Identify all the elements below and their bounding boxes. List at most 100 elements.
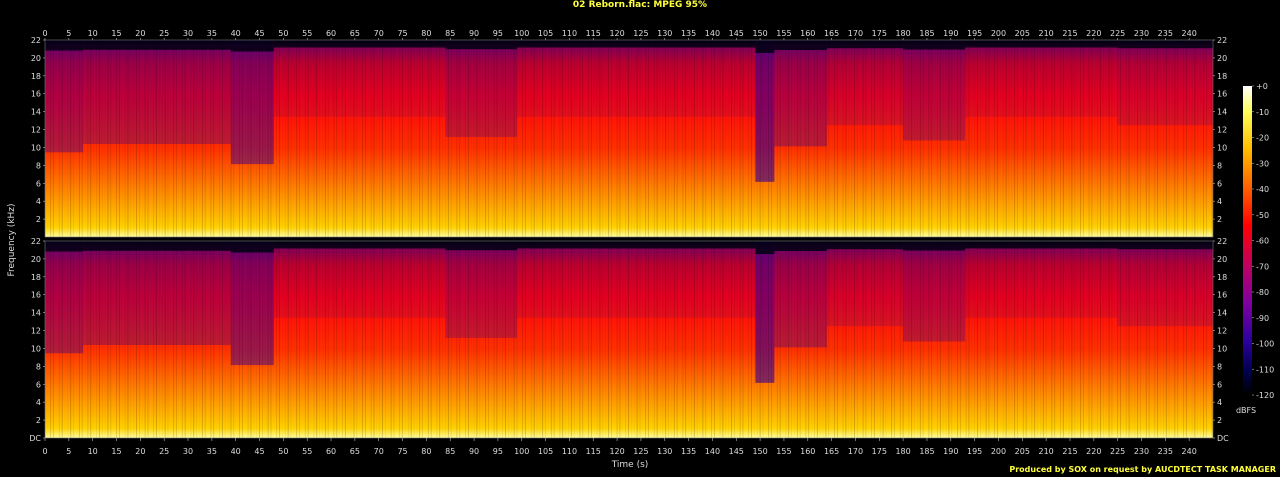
colorbar-tick-label: -20 xyxy=(1256,134,1269,143)
y-tick-label: 2 xyxy=(36,215,41,224)
chart-title: 02 Reborn.flac: MPEG 95% xyxy=(572,0,708,10)
y-tick-label: 20 xyxy=(31,54,41,63)
x-tick-label: 190 xyxy=(943,29,958,38)
x-tick-label: 225 xyxy=(1110,29,1125,38)
x-tick-label: 85 xyxy=(445,447,455,456)
y-tick-label: 2 xyxy=(1217,215,1222,224)
x-tick-label: 230 xyxy=(1134,447,1149,456)
x-tick-label: 10 xyxy=(88,447,98,456)
x-tick-label: 95 xyxy=(493,447,503,456)
y-tick-label: 18 xyxy=(1217,72,1227,81)
x-tick-label: 220 xyxy=(1086,447,1101,456)
y-tick-label: 12 xyxy=(1217,126,1227,135)
x-tick-label: 195 xyxy=(967,29,982,38)
x-tick-label: 130 xyxy=(657,447,672,456)
x-tick-label: 215 xyxy=(1062,447,1077,456)
cutoff-band xyxy=(83,40,231,50)
y-tick-label: DC xyxy=(29,434,41,443)
x-tick-label: 145 xyxy=(729,447,744,456)
x-tick-label: 240 xyxy=(1182,29,1197,38)
panel-border xyxy=(44,39,1214,238)
x-tick-label: 30 xyxy=(183,447,193,456)
x-tick-label: 70 xyxy=(374,29,384,38)
x-tick-label: 65 xyxy=(350,447,360,456)
y-tick-label: 14 xyxy=(31,108,41,117)
cutoff-band xyxy=(774,241,827,251)
x-tick-label: 140 xyxy=(705,29,720,38)
x-tick-label: 80 xyxy=(421,447,431,456)
cutoff-band xyxy=(516,241,756,249)
x-tick-label: 50 xyxy=(278,29,288,38)
loudness-segment xyxy=(83,40,231,145)
panel-border xyxy=(44,240,1214,439)
y-tick-label: 2 xyxy=(36,416,41,425)
x-tick-label: 55 xyxy=(302,447,312,456)
x-tick-label: 35 xyxy=(207,447,217,456)
colorbar-tick-label: -100 xyxy=(1256,340,1274,349)
x-tick-label: 80 xyxy=(421,29,431,38)
y-tick-label: 12 xyxy=(1217,327,1227,336)
x-tick-label: 45 xyxy=(254,29,264,38)
x-tick-label: 200 xyxy=(991,29,1006,38)
cutoff-band xyxy=(45,241,84,252)
y-tick-label: 22 xyxy=(31,237,41,246)
x-tick-label: 85 xyxy=(445,29,455,38)
cutoff-band xyxy=(445,241,517,251)
y-tick-label: 18 xyxy=(1217,273,1227,282)
y-tick-label: 22 xyxy=(1217,36,1227,45)
x-tick-label: 230 xyxy=(1134,29,1149,38)
loudness-segment xyxy=(826,241,904,327)
y-tick-label: 10 xyxy=(1217,344,1227,353)
colorbar-tick-label: -50 xyxy=(1256,211,1269,220)
x-tick-label: 35 xyxy=(207,29,217,38)
colorbar-tick-label: -120 xyxy=(1256,391,1274,400)
y-tick-label: 20 xyxy=(31,255,41,264)
loudness-segment xyxy=(1117,241,1213,327)
loudness-segment xyxy=(755,40,775,182)
x-tick-label: 5 xyxy=(66,29,71,38)
x-tick-label: 185 xyxy=(919,447,934,456)
x-tick-label: 150 xyxy=(752,29,767,38)
x-tick-label: 180 xyxy=(895,447,910,456)
cutoff-band xyxy=(445,40,517,50)
y-tick-label: 10 xyxy=(31,344,41,353)
y-tick-label: 4 xyxy=(36,398,41,407)
y-tick-label: 18 xyxy=(31,72,41,81)
cutoff-band xyxy=(45,40,84,51)
x-tick-label: 120 xyxy=(609,447,624,456)
colorbar-tick-label: -30 xyxy=(1256,159,1269,168)
x-tick-label: 115 xyxy=(586,29,601,38)
x-tick-label: 190 xyxy=(943,447,958,456)
loudness-segment xyxy=(273,241,446,318)
x-tick-label: 210 xyxy=(1039,447,1054,456)
y-tick-label: 22 xyxy=(1217,237,1227,246)
y-tick-label: 22 xyxy=(31,36,41,45)
x-tick-label: 220 xyxy=(1086,29,1101,38)
x-tick-label: 110 xyxy=(562,29,577,38)
loudness-segment xyxy=(516,241,756,318)
x-tick-label: 210 xyxy=(1039,29,1054,38)
loudness-segment xyxy=(516,40,756,117)
loudness-segment xyxy=(1117,40,1213,126)
x-axis-label: Time (s) xyxy=(611,460,649,470)
y-tick-label: 6 xyxy=(1217,179,1222,188)
loudness-segment xyxy=(445,241,517,338)
cutoff-band xyxy=(1117,40,1213,49)
y-tick-label: 16 xyxy=(31,291,41,300)
x-tick-label: 40 xyxy=(231,29,241,38)
loudness-segment xyxy=(965,241,1118,318)
x-tick-label: 20 xyxy=(135,29,145,38)
x-tick-label: 40 xyxy=(231,447,241,456)
x-tick-label: 5 xyxy=(66,447,71,456)
cutoff-band xyxy=(774,40,827,50)
cutoff-band xyxy=(755,40,775,53)
x-tick-label: 70 xyxy=(374,447,384,456)
x-tick-label: 165 xyxy=(824,29,839,38)
x-tick-label: 75 xyxy=(397,29,407,38)
y-axis-label: Frequency (kHz) xyxy=(7,203,17,276)
loudness-segment xyxy=(45,40,84,153)
y-tick-label: 8 xyxy=(36,161,41,170)
loudness-segment xyxy=(903,241,966,342)
loudness-segment xyxy=(774,241,827,348)
